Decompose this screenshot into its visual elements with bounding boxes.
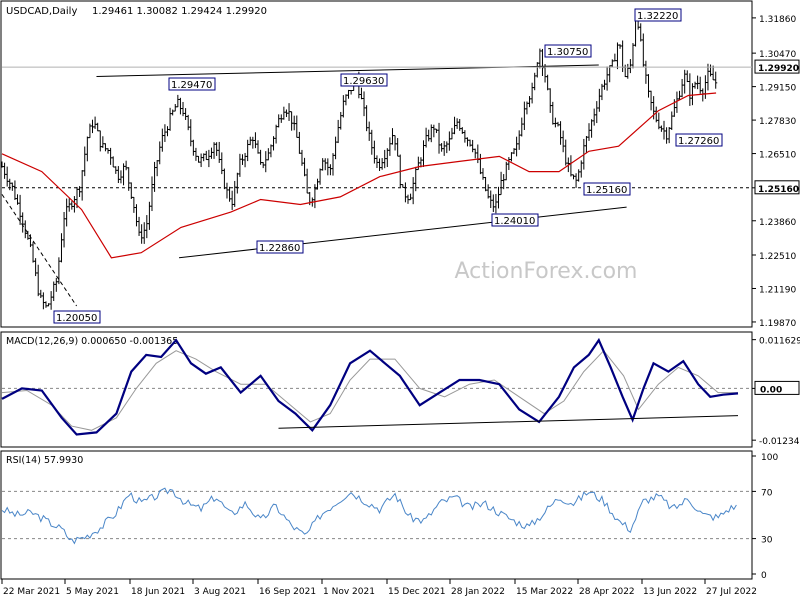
price-axis-label: 1.26510	[759, 151, 796, 161]
price-annotation-box	[491, 213, 539, 227]
rsi-axis-label: 70	[761, 488, 773, 498]
watermark: ActionForex.com	[455, 259, 638, 284]
moving-average-line	[1, 92, 717, 259]
price-annotation-box	[340, 73, 388, 87]
macd-trendline	[278, 415, 739, 429]
date-axis-label: 18 Jun 2021	[131, 587, 185, 597]
date-axis-label: 1 Nov 2021	[323, 587, 375, 597]
date-axis-label: 16 Sep 2021	[259, 587, 316, 597]
price-layer: 1.20050 1.29470 1.22860 1.29630 1.24010 1.307…	[0, 8, 752, 324]
support-price-label: 1.25160	[758, 185, 799, 195]
price-annotation-box	[675, 133, 723, 147]
price-annotation: 1.32220	[637, 11, 678, 22]
date-axis-label: 28 Jan 2022	[451, 587, 505, 597]
price-axis-label: 1.27830	[759, 117, 796, 127]
chart-title: USDCAD,Daily	[6, 6, 77, 17]
trendline	[178, 206, 627, 259]
date-axis-label: 15 Dec 2021	[388, 587, 446, 597]
date-axis: 22 Mar 2021 5 May 2021 18 Jun 2021 3 Aug 20…	[1, 579, 757, 597]
price-axis: 1.31860 1.30470 1.29150 1.27830 1.26510 1.251…	[2, 15, 800, 329]
price-axis-label: 1.23860	[759, 218, 796, 228]
rsi-line	[1, 487, 737, 545]
price-annotation-box	[583, 182, 631, 196]
date-axis-label: 27 Jul 2022	[706, 587, 757, 597]
price-annotation-box	[168, 77, 216, 91]
price-annotation: 1.24010	[494, 216, 535, 227]
price-annotation-box	[544, 44, 592, 58]
current-price-label: 1.29920	[758, 64, 799, 74]
price-axis-label: 1.22510	[759, 252, 796, 262]
trendline	[1, 194, 78, 307]
price-annotation: 1.29470	[171, 80, 212, 91]
price-annotation: 1.20050	[56, 313, 97, 324]
price-axis-label: 1.19870	[759, 319, 796, 329]
price-annotation: 1.25160	[586, 185, 627, 196]
ohlc-readout: 1.29461 1.30082 1.29424 1.29920	[92, 6, 267, 17]
rsi-title: RSI(14) 57.9930	[6, 455, 83, 466]
rsi-panel-frame	[0, 450, 753, 580]
macd-panel-frame	[0, 331, 753, 448]
macd-line	[1, 337, 739, 436]
macd-axis-label: -0.012348	[759, 437, 800, 447]
price-annotation-box	[256, 240, 304, 254]
rsi-layer	[1, 487, 752, 545]
price-annotation-box	[53, 310, 101, 324]
date-axis-label: 15 Mar 2022	[516, 587, 573, 597]
rsi-axis-label: 0	[761, 571, 767, 581]
rsi-axis-label: 30	[761, 536, 773, 546]
macd-zero-label: 0.00	[760, 385, 782, 395]
rsi-axis: 100 70 30 0	[752, 453, 778, 581]
macd-layer	[1, 337, 752, 436]
date-axis-label: 3 Aug 2021	[194, 587, 246, 597]
macd-zero-box	[754, 380, 800, 395]
price-axis-label: 1.31860	[759, 15, 796, 25]
macd-axis: 0.0116290.00-0.0123480.00	[752, 337, 800, 447]
price-annotation: 1.27260	[678, 136, 719, 147]
price-axis-label: 1.21190	[759, 285, 796, 295]
price-axis-label: 1.29150	[759, 84, 796, 94]
price-annotation: 1.30750	[547, 47, 588, 58]
macd-title: MACD(12,26,9) 0.000650 -0.001365	[6, 336, 178, 347]
current-price-box	[754, 59, 800, 74]
date-axis-label: 13 Jun 2022	[643, 587, 697, 597]
rsi-axis-label: 100	[761, 453, 778, 463]
macd-signal-line	[1, 349, 738, 431]
support-price-box	[754, 180, 800, 195]
price-annotation-box	[634, 8, 682, 22]
macd-axis-label: 0.011629	[759, 337, 800, 347]
price-axis-label: 1.30470	[759, 50, 796, 60]
date-axis-label: 5 May 2021	[66, 587, 119, 597]
price-annotation: 1.22860	[259, 243, 300, 254]
date-axis-label: 28 Apr 2022	[579, 587, 635, 597]
price-annotation: 1.29630	[343, 76, 384, 87]
date-axis-label: 22 Mar 2021	[3, 587, 60, 597]
